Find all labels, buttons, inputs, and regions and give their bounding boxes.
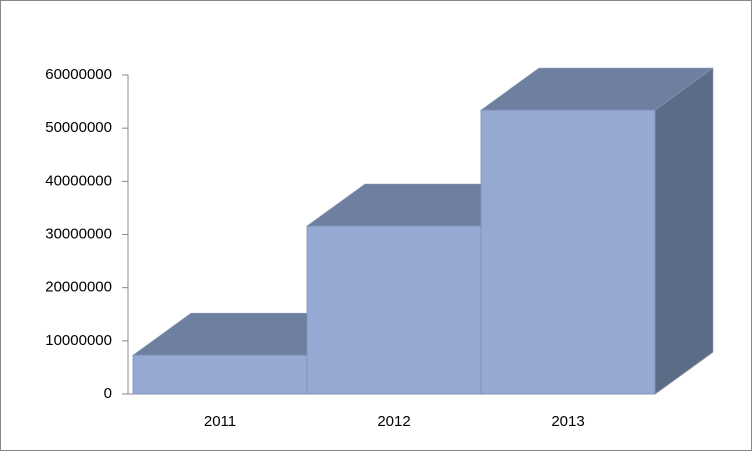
y-tick-label: 60000000 <box>45 66 112 83</box>
x-tick-label: 2011 <box>204 413 236 430</box>
bar <box>480 109 656 395</box>
y-tick-label: 0 <box>104 385 112 402</box>
bar-side <box>654 67 714 395</box>
x-tick-label: 2012 <box>377 413 410 430</box>
y-tick-label: 50000000 <box>45 119 112 136</box>
y-tick-label: 10000000 <box>45 332 112 349</box>
bar <box>132 354 308 395</box>
x-tick-label: 2013 <box>551 413 584 430</box>
bar <box>306 225 482 395</box>
y-tick-label: 40000000 <box>45 172 112 189</box>
y-tick-label: 30000000 <box>45 225 112 242</box>
y-tick-label: 20000000 <box>45 279 112 296</box>
